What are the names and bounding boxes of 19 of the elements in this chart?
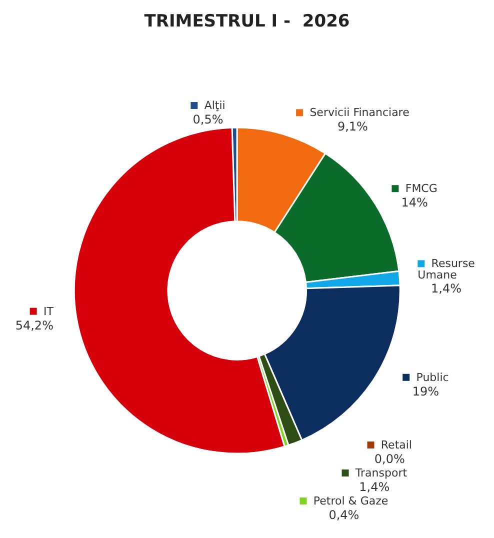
legend-label: Resurse Umane <box>418 257 476 282</box>
legend-label: Public <box>416 370 449 384</box>
data-label: 19% <box>412 384 440 398</box>
legend-label: Transport <box>354 466 408 480</box>
data-label: 9,1% <box>337 120 368 134</box>
data-label: 54,2% <box>15 318 54 332</box>
legend-label: Petrol & Gaze <box>313 494 388 508</box>
legend-label: Alţii <box>204 99 226 112</box>
data-label: 0,5% <box>192 112 224 127</box>
text: 0,0% <box>374 452 405 466</box>
legend-label: Servicii Financiare <box>310 106 410 120</box>
data-label: 1,4% <box>431 282 462 296</box>
legend-label: IT <box>43 304 54 318</box>
chart-title: TRIMESTRUL I - 2026 <box>144 12 350 32</box>
data-label: 14% <box>401 196 428 210</box>
data-label: 0,4% <box>328 508 360 522</box>
legend-label: FMCG <box>405 182 438 196</box>
data-label: 1,4% <box>359 480 390 494</box>
legend-label: Retail <box>380 438 412 452</box>
